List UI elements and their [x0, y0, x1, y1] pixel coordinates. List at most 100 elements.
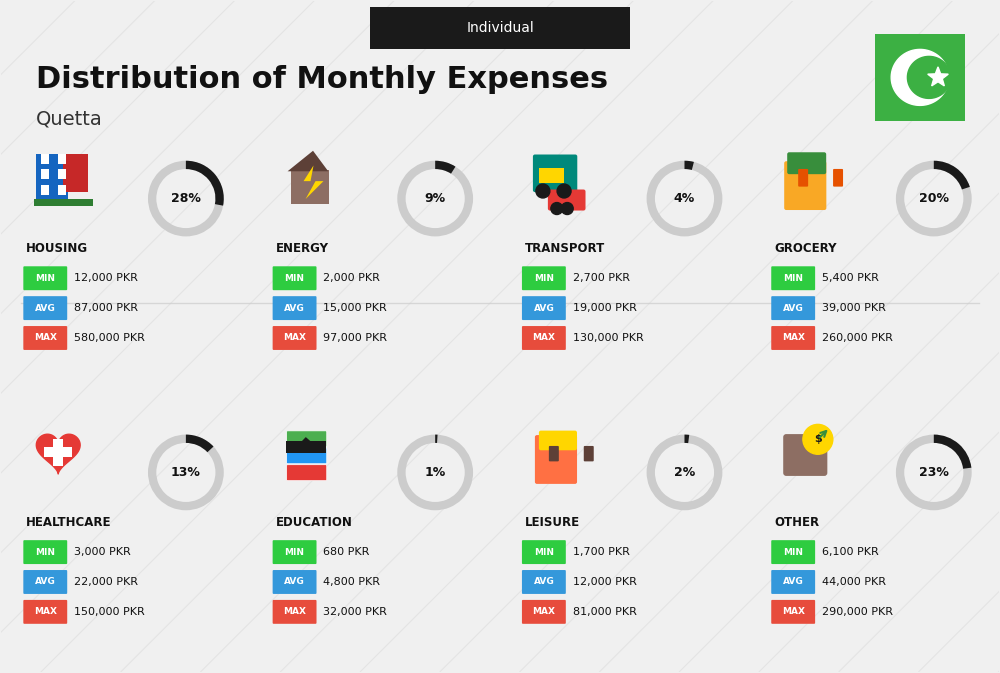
Text: TRANSPORT: TRANSPORT	[525, 242, 605, 255]
Text: 32,000 PKR: 32,000 PKR	[323, 607, 387, 617]
Text: MAX: MAX	[782, 334, 805, 343]
Text: MAX: MAX	[34, 334, 57, 343]
Text: 5,400 PKR: 5,400 PKR	[822, 273, 879, 283]
FancyBboxPatch shape	[783, 434, 827, 476]
Text: Individual: Individual	[466, 22, 534, 35]
Polygon shape	[304, 166, 323, 199]
Text: AVG: AVG	[284, 577, 305, 586]
Text: 97,000 PKR: 97,000 PKR	[323, 333, 387, 343]
FancyBboxPatch shape	[539, 431, 577, 450]
FancyBboxPatch shape	[23, 540, 67, 564]
Text: AVG: AVG	[35, 577, 56, 586]
FancyBboxPatch shape	[53, 439, 63, 466]
Circle shape	[536, 184, 550, 198]
Text: AVG: AVG	[284, 304, 305, 313]
Text: AVG: AVG	[783, 577, 804, 586]
FancyBboxPatch shape	[23, 600, 67, 624]
FancyBboxPatch shape	[549, 446, 559, 462]
Text: AVG: AVG	[35, 304, 56, 313]
Wedge shape	[934, 435, 971, 468]
FancyBboxPatch shape	[273, 570, 317, 594]
Text: 12,000 PKR: 12,000 PKR	[74, 273, 138, 283]
Polygon shape	[891, 49, 949, 106]
FancyBboxPatch shape	[535, 435, 577, 484]
Text: ENERGY: ENERGY	[276, 242, 329, 255]
Text: 4%: 4%	[674, 192, 695, 205]
Text: MIN: MIN	[783, 548, 803, 557]
Text: MIN: MIN	[534, 274, 554, 283]
FancyBboxPatch shape	[41, 184, 49, 194]
FancyBboxPatch shape	[23, 296, 67, 320]
FancyBboxPatch shape	[287, 465, 327, 481]
Text: 22,000 PKR: 22,000 PKR	[74, 577, 138, 587]
FancyBboxPatch shape	[771, 326, 815, 350]
Circle shape	[561, 203, 573, 215]
Text: 290,000 PKR: 290,000 PKR	[822, 607, 893, 617]
FancyBboxPatch shape	[784, 162, 826, 210]
FancyBboxPatch shape	[522, 570, 566, 594]
FancyBboxPatch shape	[522, 540, 566, 564]
FancyBboxPatch shape	[798, 169, 808, 186]
FancyBboxPatch shape	[291, 170, 329, 203]
FancyBboxPatch shape	[787, 152, 826, 174]
Text: 2,700 PKR: 2,700 PKR	[573, 273, 630, 283]
Text: 87,000 PKR: 87,000 PKR	[74, 303, 138, 313]
FancyBboxPatch shape	[58, 153, 66, 164]
Wedge shape	[435, 161, 455, 174]
Text: 150,000 PKR: 150,000 PKR	[74, 607, 145, 617]
Text: 9%: 9%	[425, 192, 446, 205]
FancyBboxPatch shape	[548, 190, 586, 211]
Text: 580,000 PKR: 580,000 PKR	[74, 333, 145, 343]
FancyBboxPatch shape	[273, 600, 317, 624]
Wedge shape	[684, 435, 689, 443]
Wedge shape	[397, 435, 473, 510]
Text: AVG: AVG	[783, 304, 804, 313]
FancyBboxPatch shape	[58, 184, 66, 194]
FancyBboxPatch shape	[771, 296, 815, 320]
Wedge shape	[896, 161, 972, 236]
FancyBboxPatch shape	[522, 267, 566, 290]
Wedge shape	[934, 161, 970, 190]
FancyBboxPatch shape	[273, 540, 317, 564]
Wedge shape	[435, 435, 438, 443]
Text: 2,000 PKR: 2,000 PKR	[323, 273, 380, 283]
Text: 81,000 PKR: 81,000 PKR	[573, 607, 637, 617]
Text: GROCERY: GROCERY	[774, 242, 837, 255]
FancyBboxPatch shape	[36, 154, 68, 203]
FancyBboxPatch shape	[23, 570, 67, 594]
FancyBboxPatch shape	[34, 199, 93, 205]
Text: 44,000 PKR: 44,000 PKR	[822, 577, 886, 587]
FancyBboxPatch shape	[287, 431, 327, 447]
Text: $: $	[814, 434, 822, 444]
Text: 4,800 PKR: 4,800 PKR	[323, 577, 380, 587]
Text: LEISURE: LEISURE	[525, 516, 580, 529]
Text: 23%: 23%	[919, 466, 949, 479]
Text: MAX: MAX	[283, 607, 306, 616]
Text: OTHER: OTHER	[774, 516, 819, 529]
Text: AVG: AVG	[534, 304, 554, 313]
FancyBboxPatch shape	[273, 267, 317, 290]
FancyBboxPatch shape	[287, 448, 327, 464]
Text: 2%: 2%	[674, 466, 695, 479]
Wedge shape	[647, 161, 722, 236]
FancyBboxPatch shape	[533, 155, 577, 192]
FancyBboxPatch shape	[522, 326, 566, 350]
Text: 39,000 PKR: 39,000 PKR	[822, 303, 886, 313]
Wedge shape	[896, 435, 972, 510]
Text: 1%: 1%	[425, 466, 446, 479]
Polygon shape	[291, 437, 324, 453]
Text: MIN: MIN	[35, 274, 55, 283]
Text: 19,000 PKR: 19,000 PKR	[573, 303, 637, 313]
FancyBboxPatch shape	[771, 570, 815, 594]
FancyBboxPatch shape	[833, 169, 843, 186]
FancyBboxPatch shape	[771, 540, 815, 564]
Text: AVG: AVG	[534, 577, 554, 586]
Text: MIN: MIN	[783, 274, 803, 283]
Polygon shape	[928, 67, 948, 86]
Wedge shape	[647, 435, 722, 510]
FancyBboxPatch shape	[771, 600, 815, 624]
Wedge shape	[684, 161, 694, 170]
Text: 12,000 PKR: 12,000 PKR	[573, 577, 637, 587]
Text: 260,000 PKR: 260,000 PKR	[822, 333, 893, 343]
Text: MAX: MAX	[283, 334, 306, 343]
